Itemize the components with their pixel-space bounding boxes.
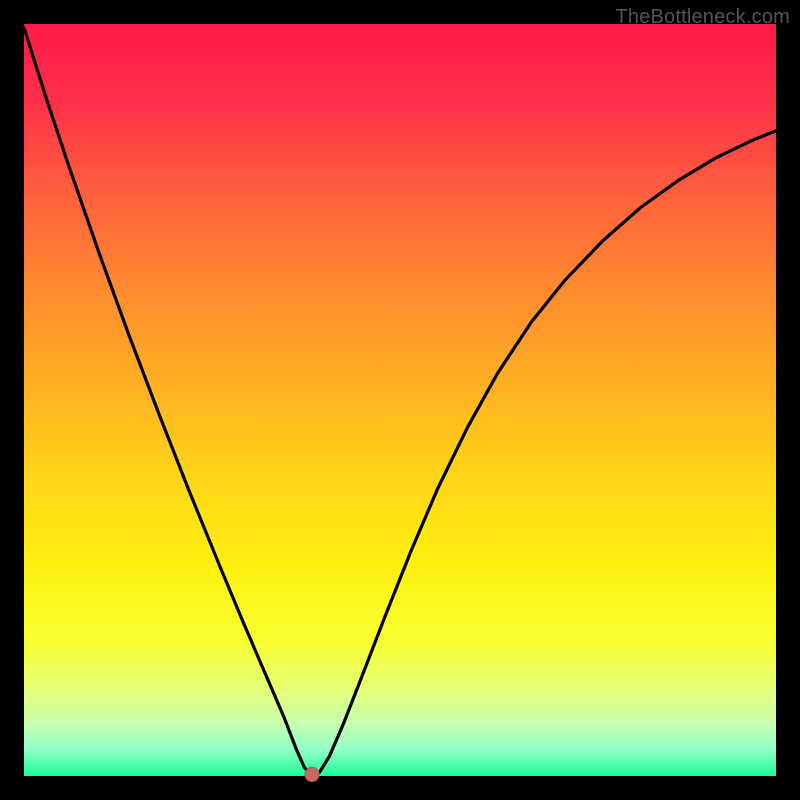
watermark-text: TheBottleneck.com [615, 6, 790, 29]
chart-svg [0, 0, 800, 800]
bottleneck-chart [0, 0, 800, 800]
